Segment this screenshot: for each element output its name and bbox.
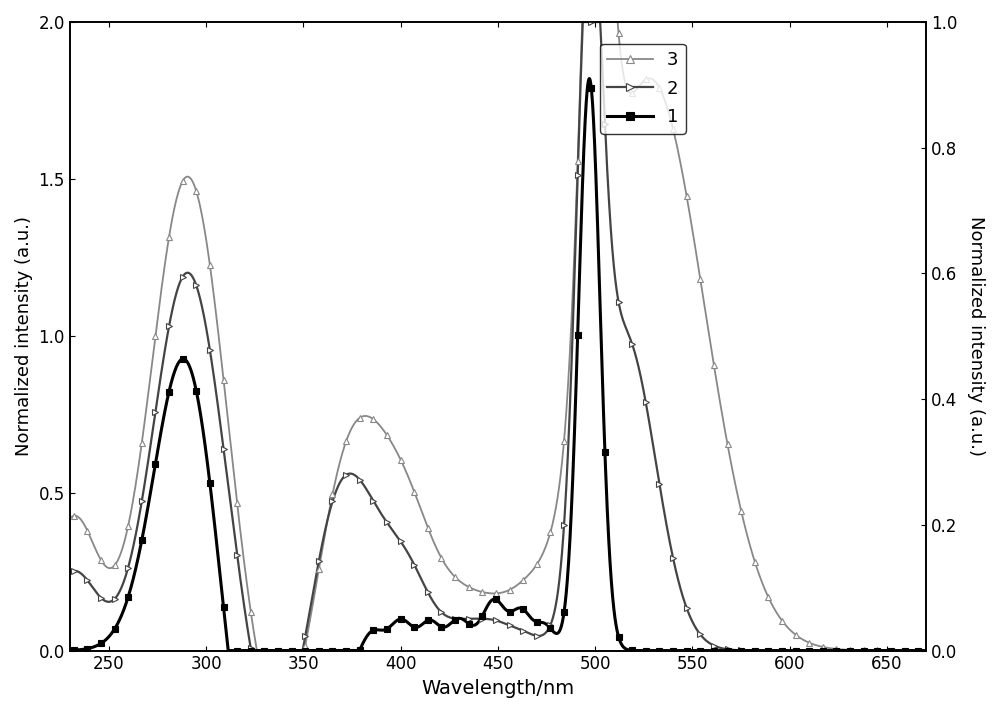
X-axis label: Wavelength/nm: Wavelength/nm [421, 679, 574, 698]
Y-axis label: Normalized intensity (a.u.): Normalized intensity (a.u.) [15, 216, 33, 456]
Legend: 3, 2, 1: 3, 2, 1 [600, 43, 686, 134]
Y-axis label: Normalized intensity (a.u.): Normalized intensity (a.u.) [967, 216, 985, 456]
